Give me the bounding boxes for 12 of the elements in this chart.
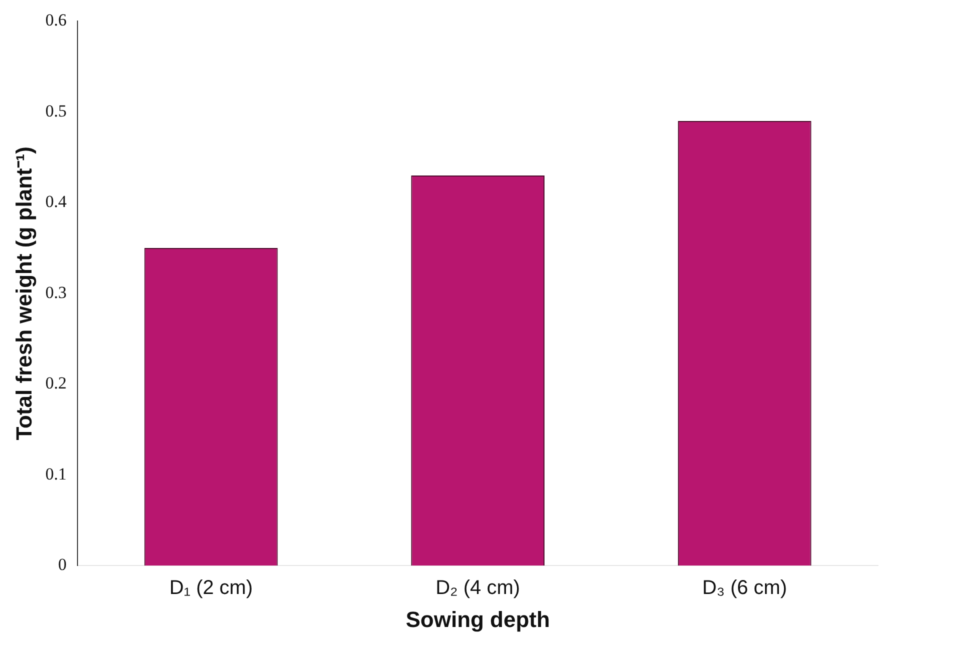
- x-axis-title: Sowing depth: [406, 606, 550, 632]
- y-tick-label: 0: [58, 555, 67, 574]
- y-tick-label: 0.4: [45, 192, 68, 212]
- y-tick-label: 0.3: [45, 282, 67, 302]
- y-tick-label: 0.2: [45, 374, 67, 393]
- x-tick-label: D₁ (2 cm): [169, 577, 253, 600]
- x-tick-label: D₂ (4 cm): [436, 577, 520, 600]
- y-tick-label: 0.5: [45, 101, 67, 120]
- y-axis-title: Total fresh weight (g plant⁻¹): [11, 146, 36, 440]
- x-tick-label: D₃ (6 cm): [702, 577, 788, 600]
- y-tick-label: 0.6: [45, 10, 67, 30]
- y-tick-label: 0.1: [45, 464, 67, 484]
